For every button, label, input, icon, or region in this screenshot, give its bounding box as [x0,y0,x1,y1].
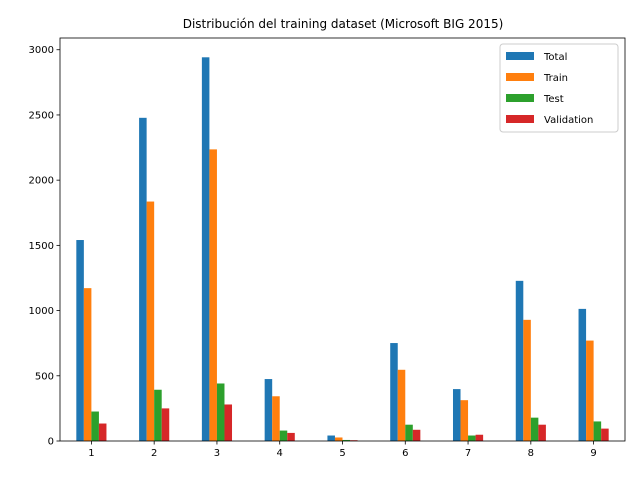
x-tick-label: 3 [214,448,220,459]
bar-validation-6 [412,429,421,441]
legend-swatch-validation [506,115,534,123]
bar-train-2 [146,201,155,441]
y-tick-label: 2000 [29,176,54,187]
bar-total-9 [578,308,587,441]
bar-test-6 [405,424,413,441]
legend-label-validation: Validation [544,115,593,126]
bar-validation-1 [98,423,107,441]
bar-total-2 [139,117,147,441]
bar-test-2 [154,389,162,441]
bar-test-9 [593,421,602,441]
y-tick-label: 1000 [29,306,54,317]
bar-total-6 [390,343,398,441]
legend-swatch-total [506,52,534,60]
x-tick-label: 1 [88,448,94,459]
y-tick-label: 1500 [29,241,54,252]
bar-validation-9 [601,428,609,441]
legend-swatch-train [506,73,534,81]
bar-train-4 [272,396,280,441]
y-tick-label: 500 [35,371,54,382]
bar-validation-8 [538,424,546,441]
x-tick-label: 9 [590,448,596,459]
bar-train-5 [334,437,343,441]
x-axis: 1 2 3 4 5 6 7 8 9 [88,441,597,459]
bar-train-9 [586,340,594,441]
legend-label-test: Test [543,94,564,105]
bars-group [76,57,609,442]
legend-swatch-test [506,94,534,102]
y-tick-label: 2500 [29,110,54,121]
bar-test-8 [530,417,539,441]
bar-total-3 [201,57,210,441]
legend: Total Train Test Validation [499,43,619,133]
bar-total-7 [452,389,461,441]
bar-train-1 [83,288,92,441]
bar-train-6 [397,369,406,441]
legend-label-train: Train [543,73,568,84]
bar-validation-4 [287,432,295,441]
legend-box [499,43,619,133]
x-tick-label: 6 [402,448,408,459]
x-tick-label: 2 [151,448,157,459]
bar-validation-2 [161,408,170,441]
bar-test-5 [342,439,351,441]
bar-train-8 [523,319,531,441]
bar-train-3 [209,149,217,442]
bar-validation-3 [224,404,233,441]
chart-title: Distribución del training dataset (Micro… [183,17,504,31]
y-tick-label: 3000 [29,45,54,56]
legend-label-total: Total [543,52,567,63]
bar-test-7 [468,435,476,441]
bar-validation-7 [475,434,484,441]
bar-total-5 [327,435,335,441]
x-tick-label: 4 [277,448,283,459]
bar-total-1 [76,240,84,441]
x-tick-label: 8 [528,448,534,459]
y-axis: 0 500 1000 1500 2000 2500 3000 [29,45,60,448]
plot-frame [59,37,626,442]
bar-total-8 [515,280,524,441]
bar-total-4 [264,379,273,441]
bar-test-1 [91,411,99,441]
y-tick-label: 0 [48,437,54,448]
x-tick-label: 7 [465,448,471,459]
bar-test-3 [216,383,225,441]
x-tick-label: 5 [339,448,345,459]
bar-test-4 [279,430,288,441]
bar-train-7 [460,400,469,441]
